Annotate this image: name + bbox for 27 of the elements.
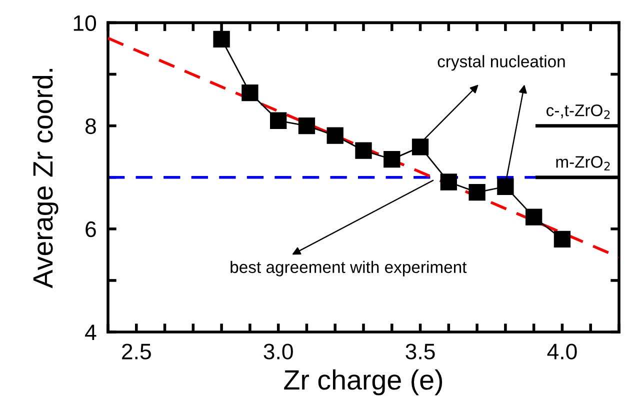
ref-line-label: c-,t-ZrO$_{2}$ xyxy=(546,104,610,119)
point xyxy=(526,208,542,226)
x-axis-title: Zr charge (e) xyxy=(284,369,442,396)
y-tick-label: 6 xyxy=(86,221,96,238)
annotation: best agreement with experiment xyxy=(230,260,467,276)
x-tick-label: 4.0 xyxy=(547,344,577,360)
ref-line-label: m-ZrO$_{2}$ xyxy=(556,156,610,170)
point xyxy=(554,230,571,248)
x-tick-label: 3.5 xyxy=(406,344,435,360)
point xyxy=(213,30,230,48)
point xyxy=(242,84,258,102)
y-axis-title: Average Zr coord. xyxy=(32,68,58,288)
annotation: crystal nucleation xyxy=(438,55,565,71)
point xyxy=(497,178,514,195)
point xyxy=(355,142,372,159)
point xyxy=(298,117,316,134)
point xyxy=(412,138,429,156)
y-tick-label: 4 xyxy=(85,324,96,340)
x-tick-label: 2.5 xyxy=(122,344,151,360)
point xyxy=(384,150,400,168)
x-tick-label: 3.0 xyxy=(264,344,293,360)
point xyxy=(326,127,344,144)
y-tick-label: 10 xyxy=(74,15,96,31)
point xyxy=(440,174,457,190)
point xyxy=(468,184,486,201)
point xyxy=(270,112,287,129)
y-tick-label: 8 xyxy=(85,118,96,134)
